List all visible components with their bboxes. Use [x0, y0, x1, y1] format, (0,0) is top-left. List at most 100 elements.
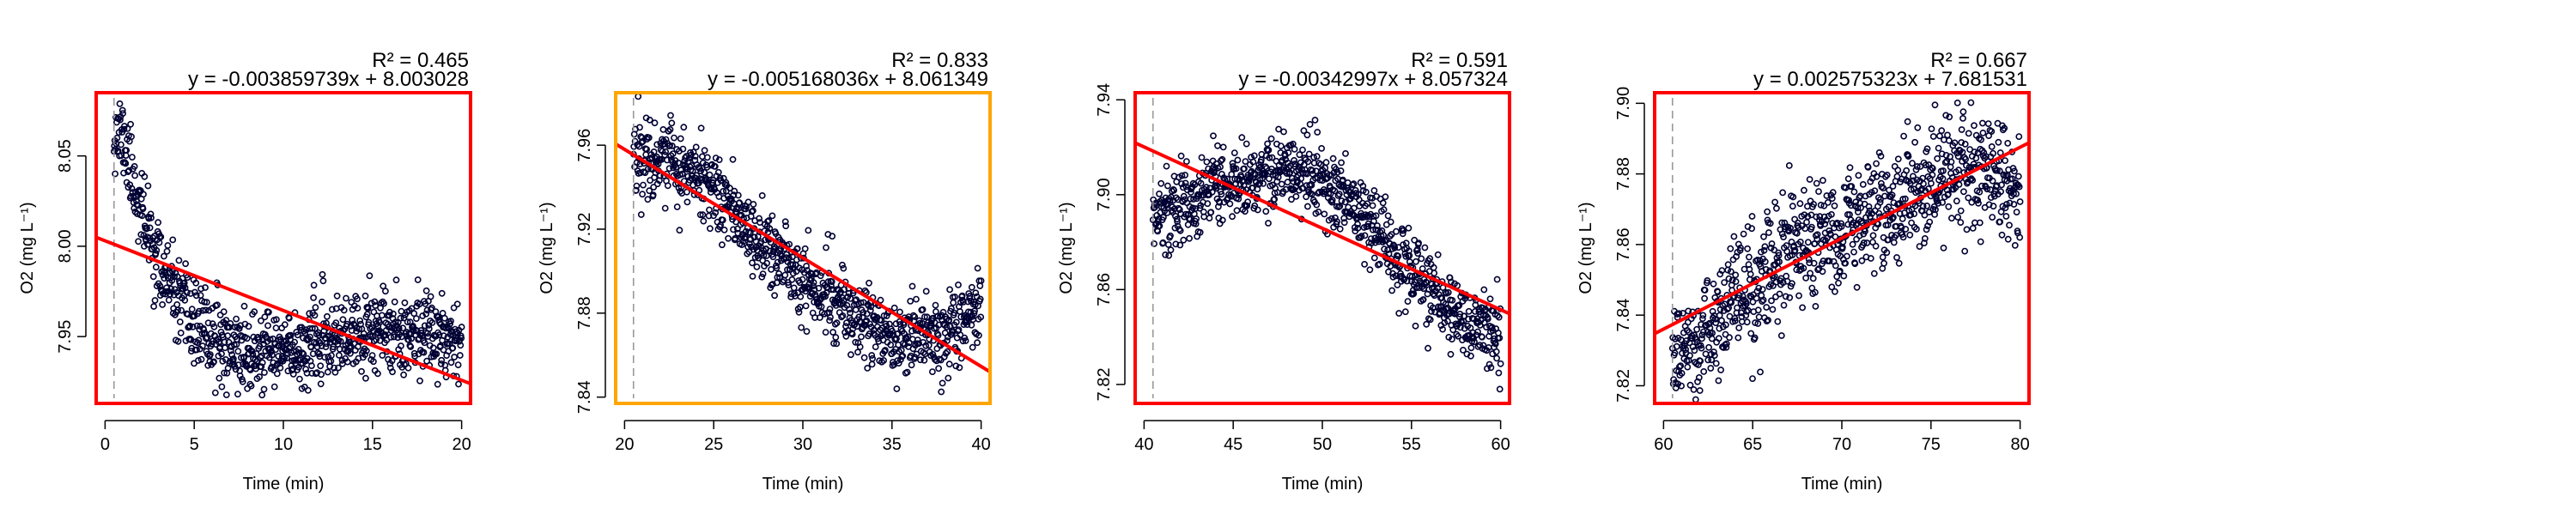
data-point	[640, 181, 647, 189]
data-point	[1701, 294, 1708, 302]
data-point	[346, 349, 354, 357]
data-point	[785, 254, 793, 262]
y-tick-label: 7.96	[575, 129, 594, 162]
data-point	[1488, 324, 1496, 331]
data-point	[1701, 287, 1709, 294]
data-point	[1802, 274, 1809, 282]
data-point	[1448, 278, 1455, 286]
data-point	[387, 333, 395, 341]
data-point	[868, 352, 876, 359]
data-point	[1984, 185, 1991, 193]
data-point	[322, 343, 330, 350]
data-point	[860, 354, 868, 361]
data-point	[1725, 275, 1733, 282]
data-point	[1243, 202, 1251, 209]
data-points	[110, 100, 465, 399]
data-point	[734, 225, 741, 233]
y-tick-label: 7.88	[575, 296, 594, 330]
data-point	[2001, 124, 2008, 132]
data-point	[971, 307, 978, 315]
data-point	[932, 301, 939, 309]
data-point	[692, 143, 700, 151]
data-point	[1858, 257, 1866, 264]
data-point	[1265, 220, 1272, 227]
data-point	[289, 370, 297, 378]
data-point	[295, 345, 302, 353]
data-point	[189, 323, 197, 330]
data-point	[1358, 233, 1365, 240]
data-point	[1708, 356, 1716, 364]
x-tick-label: 65	[1743, 435, 1762, 454]
data-point	[1485, 360, 1493, 368]
data-point	[361, 334, 368, 341]
data-point	[639, 191, 646, 198]
data-point	[1442, 288, 1449, 296]
data-point	[1783, 272, 1790, 280]
data-point	[1958, 126, 1965, 133]
data-point	[1908, 219, 1915, 227]
x-tick-label: 10	[274, 435, 293, 454]
data-point	[211, 389, 219, 397]
data-point	[1922, 161, 1929, 169]
data-point	[300, 350, 307, 358]
data-point	[214, 301, 221, 309]
data-point	[1780, 301, 1788, 309]
data-point	[913, 350, 920, 358]
data-point	[1942, 151, 1950, 159]
data-point	[368, 324, 375, 331]
data-point	[1775, 249, 1783, 257]
data-point	[1965, 194, 1972, 202]
data-point	[1399, 230, 1406, 238]
data-point	[1754, 306, 1762, 314]
data-point	[1981, 154, 1989, 162]
data-point	[854, 348, 861, 356]
data-point	[1871, 187, 1879, 195]
data-point	[365, 318, 373, 326]
data-point	[1735, 334, 1742, 342]
x-tick-label: 35	[883, 435, 902, 454]
data-point	[1807, 223, 1815, 231]
y-axis-label: O2 (mg L⁻¹)	[538, 202, 556, 294]
data-point	[206, 351, 214, 358]
data-point	[1838, 222, 1845, 230]
data-point	[706, 171, 714, 179]
data-point	[840, 264, 848, 272]
data-point	[940, 353, 948, 360]
data-point	[944, 348, 951, 355]
data-point	[1196, 228, 1204, 236]
data-point	[333, 292, 341, 300]
data-point	[1246, 175, 1253, 183]
data-point	[2003, 177, 2011, 185]
data-point	[1815, 188, 1822, 195]
data-point	[1869, 239, 1876, 245]
data-point	[354, 295, 361, 303]
data-point	[1783, 247, 1790, 255]
data-point	[1919, 203, 1927, 210]
data-point	[714, 168, 722, 176]
data-point	[758, 273, 766, 281]
data-point	[646, 187, 653, 195]
data-point	[750, 207, 756, 215]
data-point	[438, 289, 446, 297]
data-point	[946, 286, 953, 294]
x-tick-label: 60	[1491, 435, 1510, 454]
data-point	[1911, 138, 1918, 146]
data-point	[882, 347, 889, 354]
data-point	[374, 370, 381, 378]
data-point	[128, 133, 135, 141]
data-point	[1971, 122, 1978, 130]
data-point	[1266, 154, 1273, 161]
data-point	[1364, 220, 1372, 227]
data-point	[1869, 232, 1877, 239]
data-point	[1702, 350, 1710, 358]
data-point	[749, 272, 756, 280]
data-point	[1277, 148, 1285, 156]
data-point	[1682, 346, 1689, 354]
data-point	[389, 368, 396, 376]
data-point	[440, 332, 447, 340]
data-point	[1350, 180, 1358, 188]
data-point	[1761, 258, 1769, 265]
data-point	[1426, 316, 1434, 324]
data-point	[252, 356, 258, 363]
data-point	[1809, 275, 1817, 282]
